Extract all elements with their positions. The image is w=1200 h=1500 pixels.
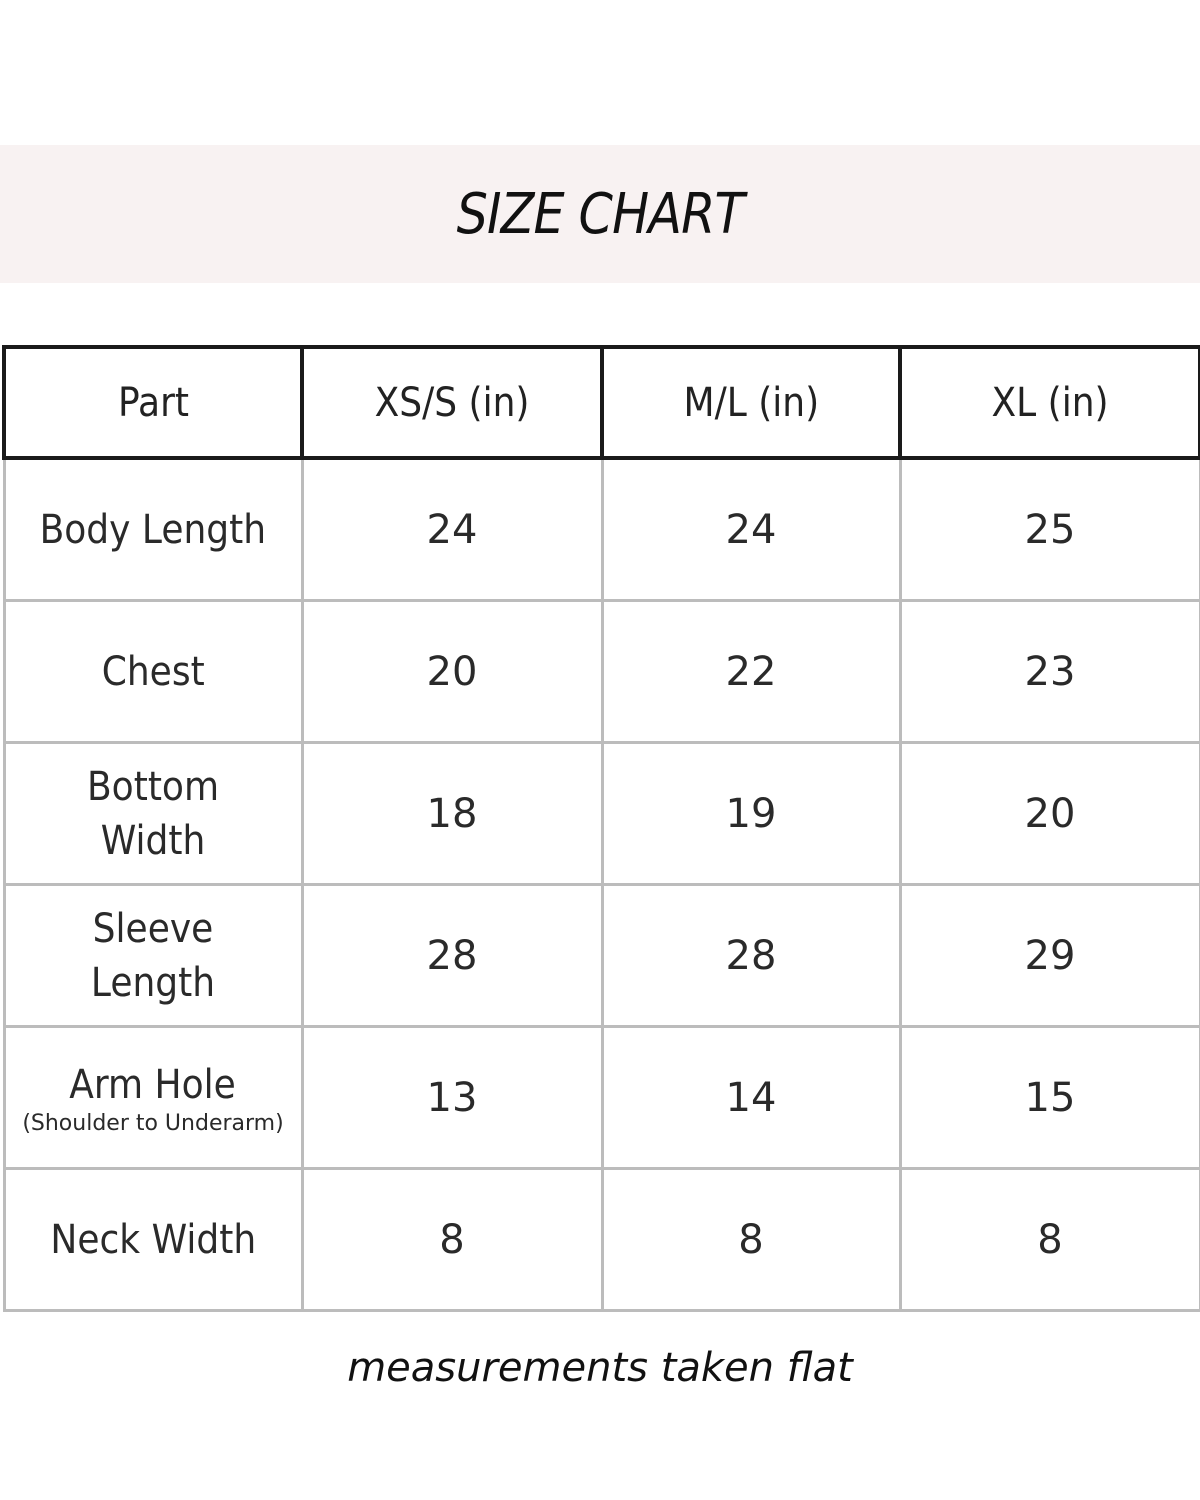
value-cell: 24 — [600, 458, 902, 602]
table-row: Body Length 24 24 25 — [2, 458, 1200, 602]
part-note: (Shoulder to Underarm) — [22, 1111, 284, 1137]
size-table: Part XS/S (in) M/L (in) XL (in) Body Len… — [2, 345, 1200, 1312]
value-cell: 24 — [300, 458, 604, 602]
value-cell: 20 — [300, 599, 604, 744]
value-cell: 22 — [600, 599, 902, 744]
part-cell: Sleeve Length — [2, 883, 304, 1028]
header-row: Part XS/S (in) M/L (in) XL (in) — [2, 345, 1200, 460]
part-label: Body Length — [39, 506, 267, 553]
part-label: Arm Hole — [69, 1062, 237, 1109]
part-label: Neck Width — [50, 1216, 256, 1263]
value-cell: 28 — [600, 883, 902, 1028]
part-label: Bottom Width — [86, 763, 220, 864]
footnote: measurements taken flat — [347, 1345, 853, 1391]
part-cell: Body Length — [2, 458, 304, 602]
table-row: Sleeve Length 28 28 29 — [2, 883, 1200, 1028]
part-cell: Arm Hole (Shoulder to Underarm) — [2, 1025, 304, 1170]
value-cell: 23 — [898, 599, 1200, 744]
part-cell: Neck Width — [2, 1167, 304, 1312]
part-cell: Chest — [2, 599, 304, 744]
value-cell: 8 — [300, 1167, 604, 1312]
value-cell: 8 — [600, 1167, 902, 1312]
part-label: Sleeve Length — [90, 905, 216, 1006]
part-cell: Bottom Width — [2, 741, 304, 886]
table-row: Neck Width 8 8 8 — [2, 1167, 1200, 1312]
title-banner: SIZE CHART — [0, 145, 1200, 283]
value-cell: 13 — [300, 1025, 604, 1170]
value-cell: 15 — [898, 1025, 1200, 1170]
page-title: SIZE CHART — [456, 181, 744, 247]
column-header: Part — [2, 345, 304, 460]
value-cell: 18 — [300, 741, 604, 886]
part-label: Chest — [101, 648, 205, 695]
value-cell: 14 — [600, 1025, 902, 1170]
value-cell: 8 — [898, 1167, 1200, 1312]
value-cell: 29 — [898, 883, 1200, 1028]
value-cell: 28 — [300, 883, 604, 1028]
value-cell: 19 — [600, 741, 902, 886]
table-row: Arm Hole (Shoulder to Underarm) 13 14 15 — [2, 1025, 1200, 1170]
column-header: XS/S (in) — [300, 345, 604, 460]
table-row: Bottom Width 18 19 20 — [2, 741, 1200, 886]
column-header: M/L (in) — [600, 345, 902, 460]
table-row: Chest 20 22 23 — [2, 599, 1200, 744]
value-cell: 25 — [898, 458, 1200, 602]
value-cell: 20 — [898, 741, 1200, 886]
column-header: XL (in) — [898, 345, 1200, 460]
